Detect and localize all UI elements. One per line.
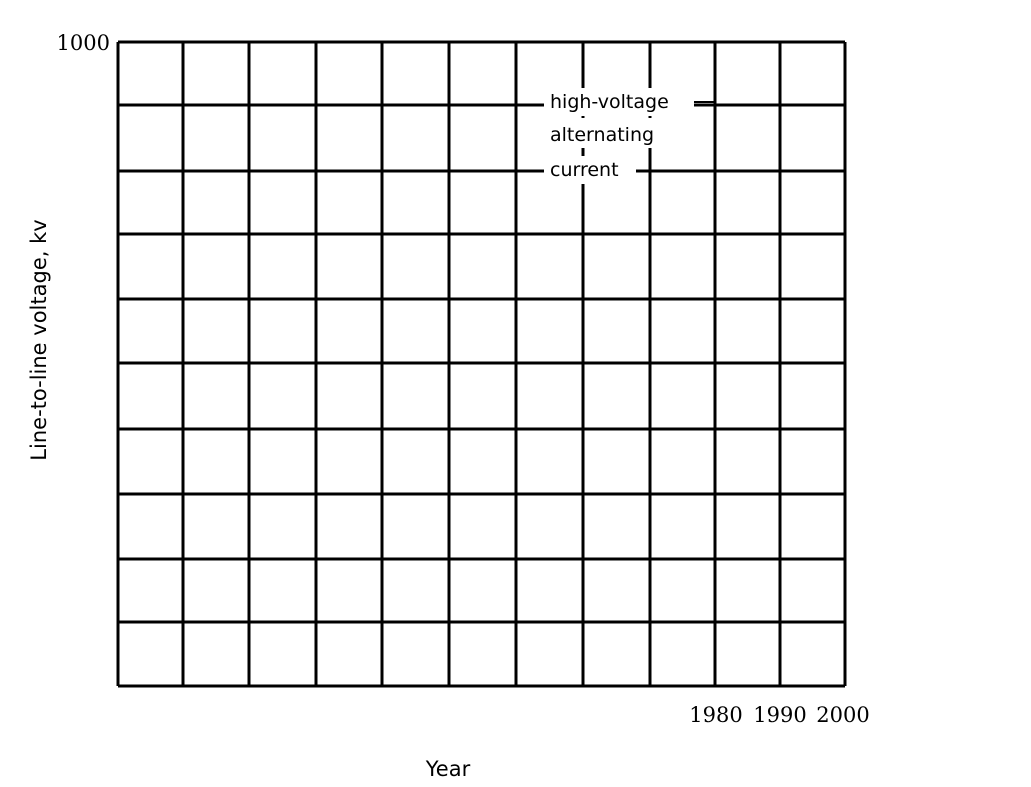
annotation-background bbox=[544, 156, 636, 184]
x-tick-label: 2000 bbox=[816, 703, 869, 727]
x-axis-label: Year bbox=[425, 757, 471, 781]
x-tick-label: 1990 bbox=[753, 703, 806, 727]
annotation-text: high-voltage bbox=[550, 91, 669, 113]
annotation-background bbox=[544, 88, 694, 116]
chart-grid bbox=[116, 40, 847, 688]
y-tick-label: 1000 bbox=[57, 31, 110, 55]
annotation-leaders bbox=[636, 101, 716, 172]
annotation-text: current bbox=[550, 159, 619, 181]
annotation-text: alternating bbox=[550, 124, 654, 146]
x-tick-label: 1980 bbox=[689, 703, 742, 727]
annotation-background bbox=[544, 118, 674, 148]
y-axis-label: Line-to-line voltage, kv bbox=[27, 219, 51, 460]
